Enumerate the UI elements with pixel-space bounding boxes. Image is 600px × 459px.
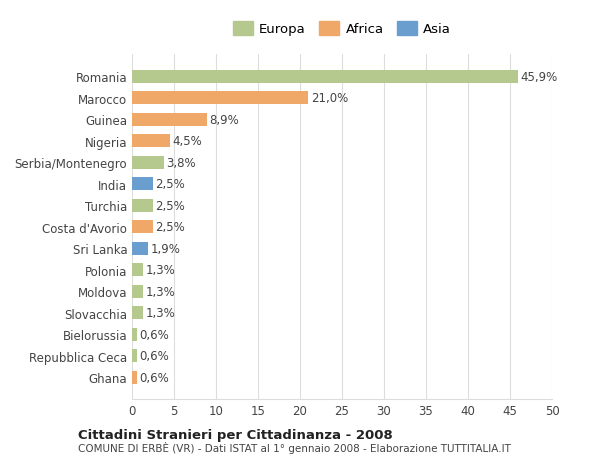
Bar [132, 92, 308, 105]
Bar [132, 71, 518, 84]
Text: 2,5%: 2,5% [155, 178, 185, 191]
Bar [132, 157, 164, 169]
Text: 2,5%: 2,5% [155, 199, 185, 212]
Text: 1,9%: 1,9% [151, 242, 181, 255]
Bar [132, 307, 143, 319]
Bar [132, 221, 153, 234]
Legend: Europa, Africa, Asia: Europa, Africa, Asia [227, 17, 457, 42]
Text: COMUNE DI ERBÈ (VR) - Dati ISTAT al 1° gennaio 2008 - Elaborazione TUTTITALIA.IT: COMUNE DI ERBÈ (VR) - Dati ISTAT al 1° g… [78, 441, 511, 453]
Bar [132, 178, 153, 191]
Bar [132, 349, 137, 362]
Text: 1,3%: 1,3% [145, 263, 175, 277]
Text: 1,3%: 1,3% [145, 307, 175, 319]
Text: 3,8%: 3,8% [166, 157, 196, 169]
Text: 0,6%: 0,6% [140, 371, 169, 384]
Text: 2,5%: 2,5% [155, 221, 185, 234]
Bar [132, 113, 207, 127]
Bar [132, 135, 170, 148]
Bar [132, 199, 153, 212]
Text: 1,3%: 1,3% [145, 285, 175, 298]
Text: 8,9%: 8,9% [209, 113, 239, 127]
Text: 4,5%: 4,5% [172, 135, 202, 148]
Text: 21,0%: 21,0% [311, 92, 348, 105]
Bar [132, 328, 137, 341]
Bar [132, 371, 137, 384]
Bar [132, 285, 143, 298]
Text: Cittadini Stranieri per Cittadinanza - 2008: Cittadini Stranieri per Cittadinanza - 2… [78, 428, 393, 442]
Text: 0,6%: 0,6% [140, 328, 169, 341]
Text: 45,9%: 45,9% [520, 71, 557, 84]
Bar [132, 263, 143, 276]
Text: 0,6%: 0,6% [140, 349, 169, 362]
Bar [132, 242, 148, 255]
